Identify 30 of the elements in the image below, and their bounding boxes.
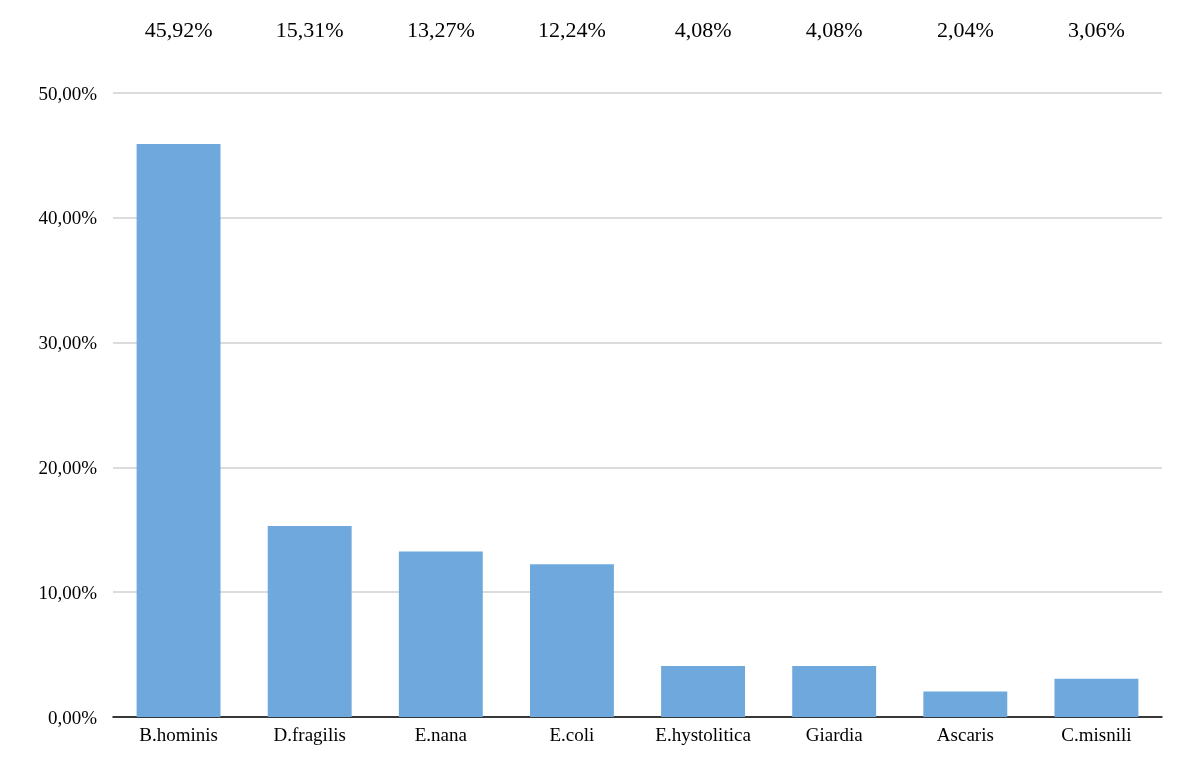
x-tick-label: B.hominis bbox=[139, 724, 218, 745]
data-label: 4,08% bbox=[674, 16, 732, 42]
data-label: 3,06% bbox=[1068, 16, 1125, 42]
data-label: 4,08% bbox=[805, 16, 863, 42]
x-tick-label: Ascaris bbox=[936, 724, 994, 745]
bar bbox=[661, 666, 746, 717]
y-tick-label: 10,00% bbox=[38, 581, 98, 603]
y-tick-label: 50,00% bbox=[38, 82, 98, 104]
data-label: 13,27% bbox=[406, 16, 475, 42]
x-tick-label: D.fragilis bbox=[273, 724, 346, 745]
y-tick-label: 0,00% bbox=[47, 706, 98, 728]
data-label: 15,31% bbox=[275, 16, 344, 42]
bar bbox=[923, 691, 1008, 717]
y-tick-label: 30,00% bbox=[38, 332, 98, 354]
y-tick-label: 40,00% bbox=[38, 207, 98, 229]
x-tick-label: C.misnili bbox=[1061, 724, 1132, 745]
x-tick-label: Giardia bbox=[805, 724, 864, 745]
x-tick-label: E.nana bbox=[414, 724, 468, 745]
y-tick-label: 20,00% bbox=[38, 456, 98, 478]
data-label: 2,04% bbox=[936, 16, 994, 42]
data-label: 45,92% bbox=[144, 16, 213, 42]
x-tick-label: E.coli bbox=[549, 724, 595, 745]
bar bbox=[792, 666, 877, 717]
bar bbox=[267, 525, 352, 717]
bar bbox=[136, 143, 221, 717]
x-tick-label: E.hystolitica bbox=[655, 724, 752, 745]
bar bbox=[398, 551, 483, 717]
data-label: 12,24% bbox=[538, 16, 606, 42]
bar bbox=[1054, 678, 1139, 717]
bar bbox=[529, 564, 614, 717]
